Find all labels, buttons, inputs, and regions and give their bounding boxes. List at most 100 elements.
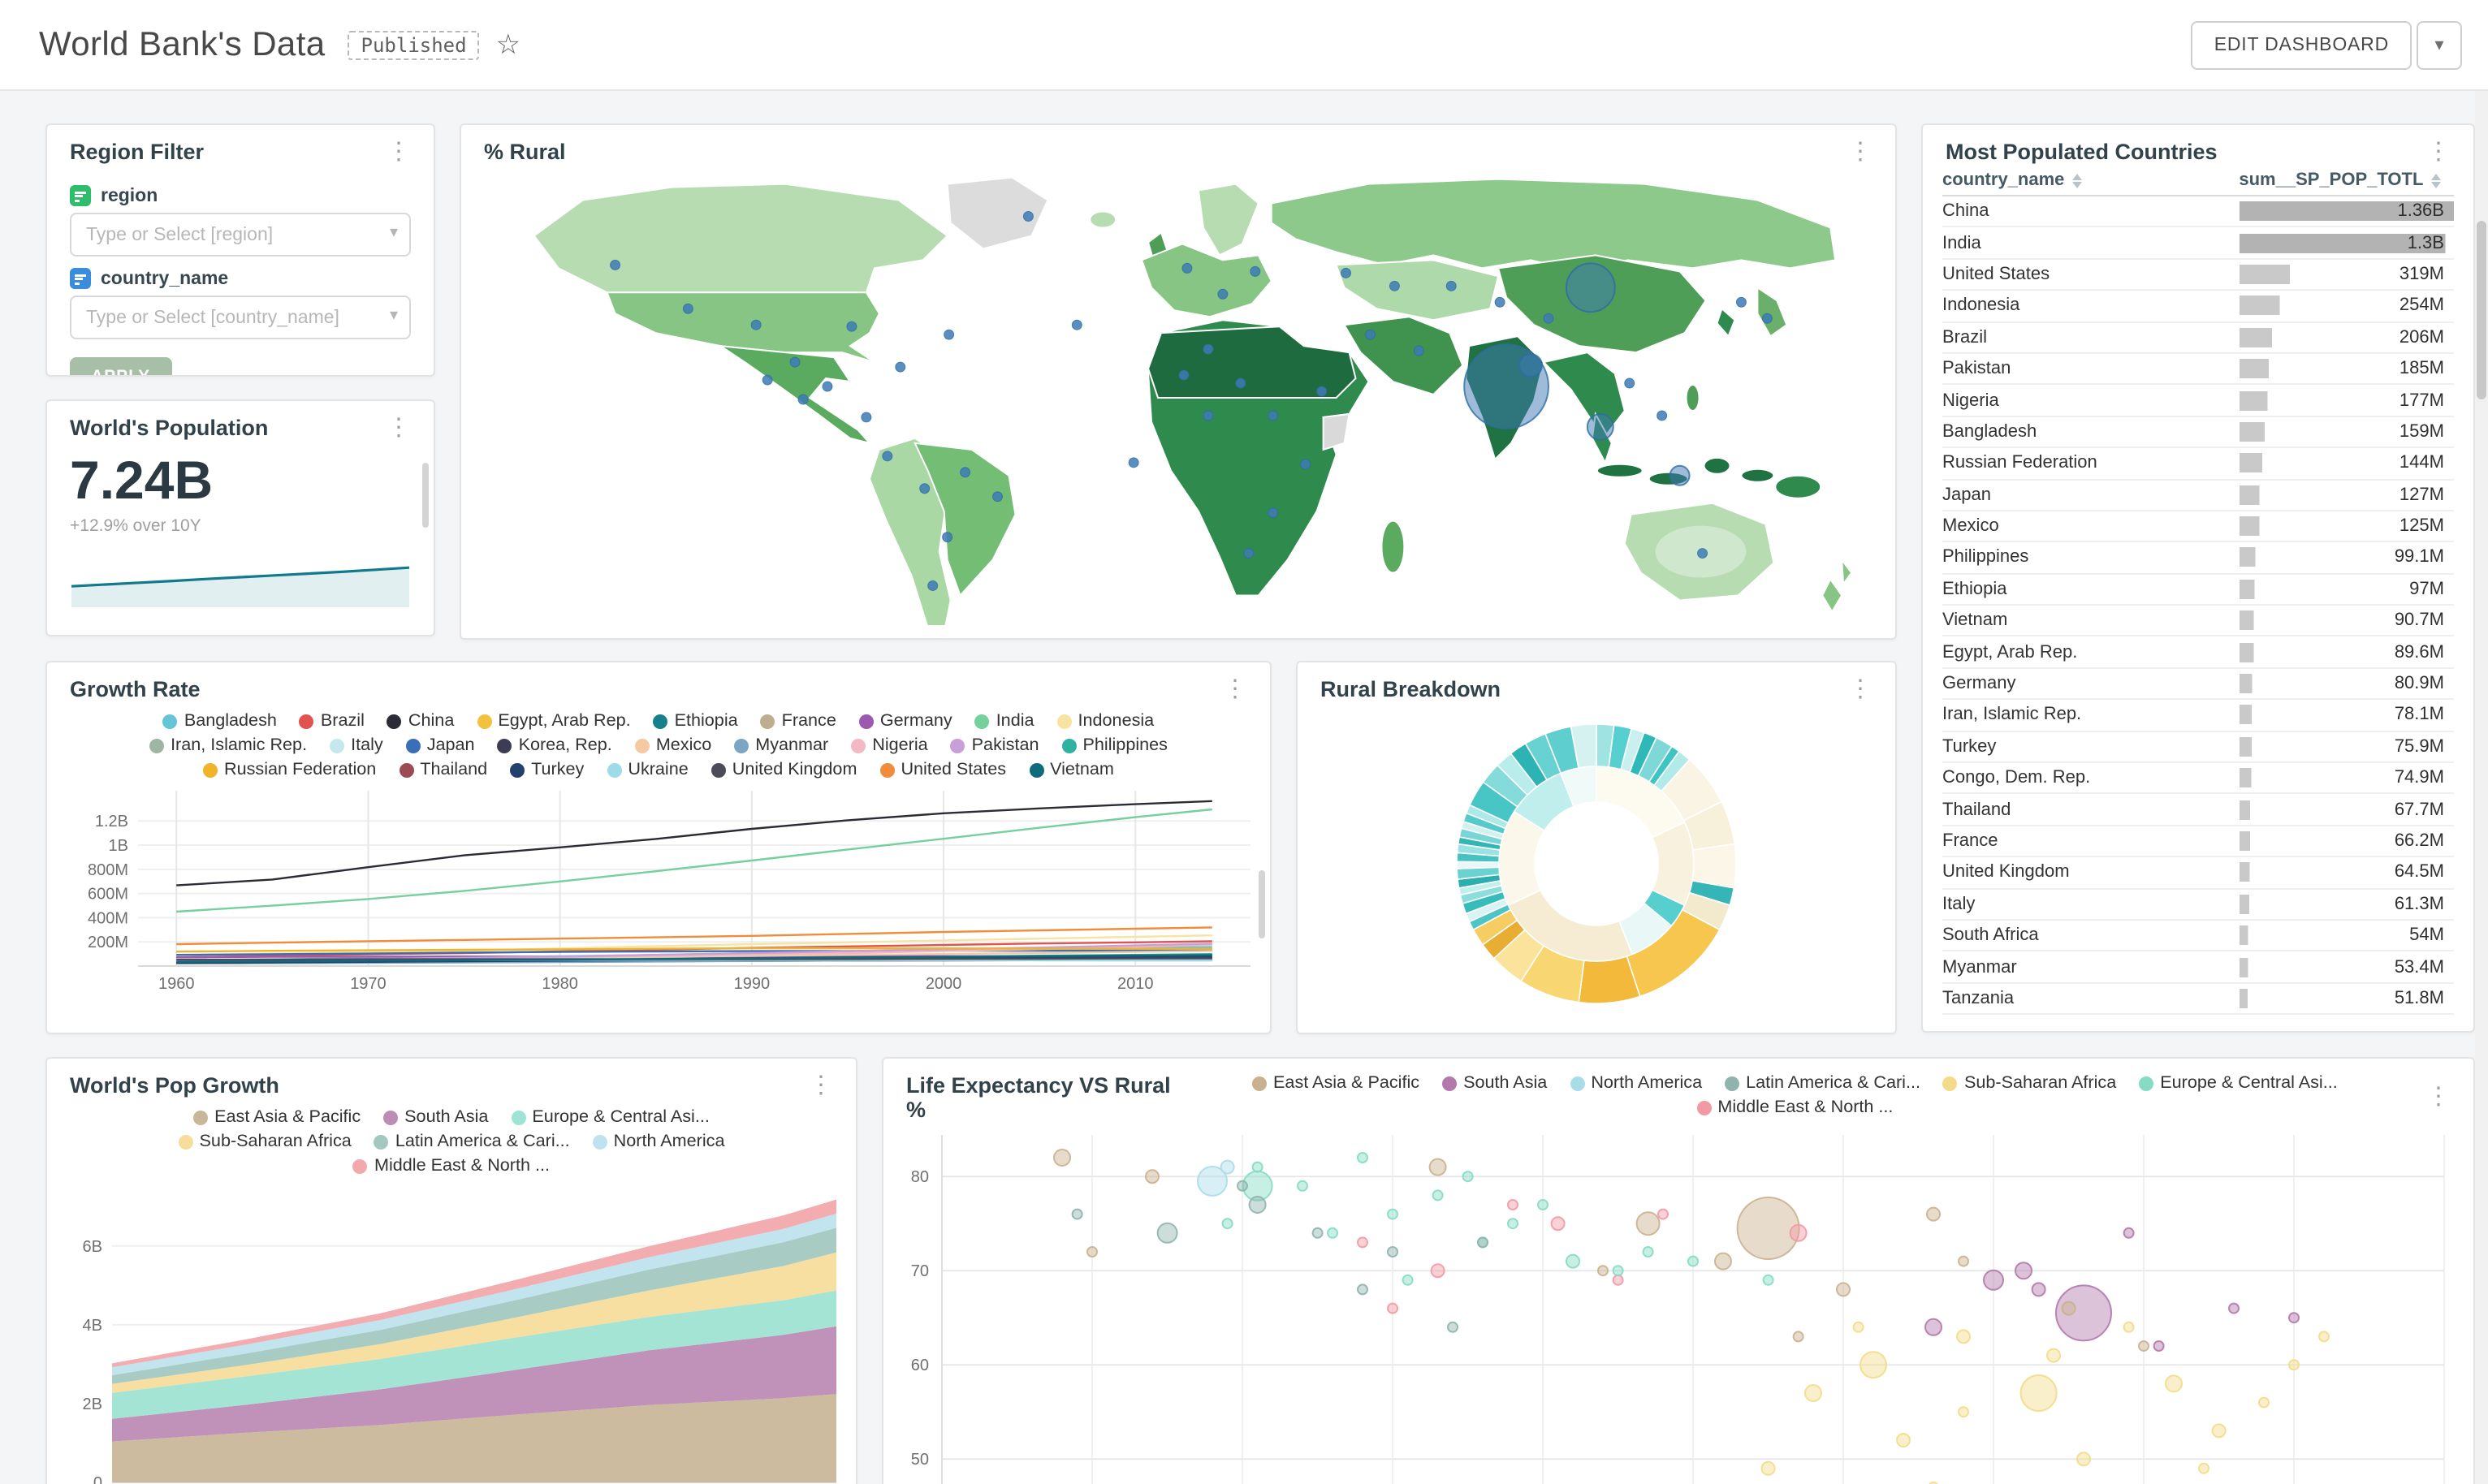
table-row[interactable]: Vietnam 90.7M: [1942, 606, 2454, 637]
legend-item[interactable]: Pakistan: [950, 736, 1039, 755]
legend-item[interactable]: East Asia & Pacific: [193, 1107, 361, 1127]
population-value-cell: 80.9M: [2239, 674, 2454, 694]
more-actions-button[interactable]: ▾: [2417, 20, 2462, 69]
legend-item[interactable]: Middle East & North ...: [1696, 1098, 1893, 1117]
table-row[interactable]: United States 319M: [1942, 260, 2454, 291]
legend-item[interactable]: Philippines: [1061, 736, 1168, 755]
legend-item[interactable]: Mexico: [634, 736, 711, 755]
table-row[interactable]: Germany 80.9M: [1942, 669, 2454, 701]
table-row[interactable]: Turkey 75.9M: [1942, 731, 2454, 764]
table-row[interactable]: Philippines 99.1M: [1942, 543, 2454, 575]
country-name-cell: South Africa: [1942, 925, 2039, 946]
legend-item[interactable]: China: [387, 711, 454, 731]
country-select-input[interactable]: [70, 296, 411, 339]
legend-item[interactable]: Myanmar: [734, 736, 828, 755]
table-row[interactable]: Italy 61.3M: [1942, 889, 2454, 921]
kebab-menu-icon[interactable]: ⋮: [2426, 137, 2451, 165]
table-row[interactable]: Thailand 67.7M: [1942, 795, 2454, 826]
legend-item[interactable]: United States: [879, 760, 1006, 779]
table-row[interactable]: Indonesia 254M: [1942, 291, 2454, 323]
table-row[interactable]: Mexico 125M: [1942, 511, 2454, 543]
legend-dot: [653, 714, 668, 728]
apply-filter-button[interactable]: APPLY: [70, 357, 172, 375]
legend-item[interactable]: Turkey: [510, 760, 584, 779]
country-name-cell: United Kingdom: [1942, 862, 2070, 882]
legend-item[interactable]: Latin America & Cari...: [374, 1132, 570, 1151]
region-select-input[interactable]: [70, 213, 411, 257]
page-scrollbar-thumb[interactable]: [2477, 221, 2486, 399]
kebab-menu-icon[interactable]: ⋮: [387, 413, 411, 441]
table-row[interactable]: Congo, Dem. Rep. 74.9M: [1942, 763, 2454, 795]
country-name-cell: India: [1942, 233, 1981, 253]
table-row[interactable]: Egypt, Arab Rep. 89.6M: [1942, 637, 2454, 669]
legend-dot: [851, 738, 866, 753]
legend-item[interactable]: Japan: [405, 736, 475, 755]
legend-item[interactable]: France: [760, 711, 836, 731]
table-row[interactable]: Ethiopia 97M: [1942, 574, 2454, 606]
legend-item[interactable]: Italy: [330, 736, 383, 755]
kebab-menu-icon[interactable]: ⋮: [1223, 675, 1247, 702]
table-row[interactable]: China 1.36B: [1942, 196, 2454, 228]
card-title: Most Populated Countries: [1946, 140, 2218, 164]
legend-item[interactable]: Sub-Saharan Africa: [1942, 1073, 2116, 1093]
legend-item[interactable]: Russian Federation: [203, 760, 376, 779]
edit-dashboard-button[interactable]: EDIT DASHBOARD: [2191, 20, 2412, 69]
table-row[interactable]: Pakistan 185M: [1942, 354, 2454, 386]
legend-dot: [1725, 1076, 1740, 1090]
legend-item[interactable]: Ethiopia: [653, 711, 738, 731]
legend-item[interactable]: Germany: [858, 711, 952, 731]
table-row[interactable]: India 1.3B: [1942, 228, 2454, 260]
table-row[interactable]: France 66.2M: [1942, 826, 2454, 858]
legend-item[interactable]: United Kingdom: [711, 760, 857, 779]
table-row[interactable]: Bangladesh 159M: [1942, 416, 2454, 449]
table-row[interactable]: Iran, Islamic Rep. 78.1M: [1942, 701, 2454, 732]
country-name-cell: Philippines: [1942, 547, 2029, 567]
kebab-menu-icon[interactable]: ⋮: [1848, 137, 1872, 165]
legend-item[interactable]: Indonesia: [1056, 711, 1155, 731]
legend-item[interactable]: Bangladesh: [162, 711, 277, 731]
table-row[interactable]: Tanzania 51.8M: [1942, 984, 2454, 1016]
card-scrollbar[interactable]: [1259, 870, 1265, 938]
kebab-menu-icon[interactable]: ⋮: [809, 1071, 833, 1098]
table-row[interactable]: Russian Federation 144M: [1942, 448, 2454, 481]
legend-item[interactable]: South Asia: [383, 1107, 488, 1127]
legend-item[interactable]: South Asia: [1442, 1073, 1547, 1093]
kebab-menu-icon[interactable]: ⋮: [387, 137, 411, 165]
table-row[interactable]: Brazil 206M: [1942, 322, 2454, 354]
legend-item[interactable]: Egypt, Arab Rep.: [477, 711, 631, 731]
legend-item[interactable]: East Asia & Pacific: [1252, 1073, 1419, 1093]
legend-item[interactable]: Middle East & North ...: [352, 1156, 550, 1176]
column-header-country-name[interactable]: country_name: [1942, 170, 2239, 190]
legend-item[interactable]: Europe & Central Asi...: [2139, 1073, 2338, 1093]
table-row[interactable]: Myanmar 53.4M: [1942, 952, 2454, 984]
country-name-cell: Iran, Islamic Rep.: [1942, 705, 2082, 725]
kebab-menu-icon[interactable]: ⋮: [2426, 1083, 2451, 1111]
legend-item[interactable]: Nigeria: [851, 736, 928, 755]
legend-label: Nigeria: [872, 736, 928, 755]
card-scrollbar[interactable]: [422, 463, 429, 528]
legend-item[interactable]: Sub-Saharan Africa: [178, 1132, 352, 1151]
legend-item[interactable]: Ukraine: [607, 760, 689, 779]
legend-item[interactable]: Vietnam: [1029, 760, 1114, 779]
legend-item[interactable]: Thailand: [399, 760, 487, 779]
country-name-cell: Myanmar: [1942, 957, 2017, 977]
legend-item[interactable]: Brazil: [299, 711, 365, 731]
legend-item[interactable]: North America: [1570, 1073, 1702, 1093]
legend-item[interactable]: Korea, Rep.: [497, 736, 612, 755]
column-header-population-sum[interactable]: sum__SP_POP_TOTL: [2239, 170, 2454, 190]
table-row[interactable]: South Africa 54M: [1942, 921, 2454, 952]
table-row[interactable]: Nigeria 177M: [1942, 386, 2454, 417]
legend-label: Indonesia: [1078, 711, 1155, 731]
table-row[interactable]: United Kingdom 64.5M: [1942, 857, 2454, 890]
legend-item[interactable]: Latin America & Cari...: [1725, 1073, 1920, 1093]
svg-text:2000: 2000: [926, 975, 962, 993]
legend-label: Europe & Central Asi...: [532, 1107, 710, 1127]
kebab-menu-icon[interactable]: ⋮: [1848, 675, 1872, 702]
table-row[interactable]: Japan 127M: [1942, 480, 2454, 511]
legend-item[interactable]: North America: [592, 1132, 724, 1151]
favorite-star-icon[interactable]: ☆: [495, 28, 521, 59]
legend-item[interactable]: Iran, Islamic Rep.: [149, 736, 307, 755]
legend-item[interactable]: Europe & Central Asi...: [511, 1107, 710, 1127]
legend-item[interactable]: India: [974, 711, 1035, 731]
